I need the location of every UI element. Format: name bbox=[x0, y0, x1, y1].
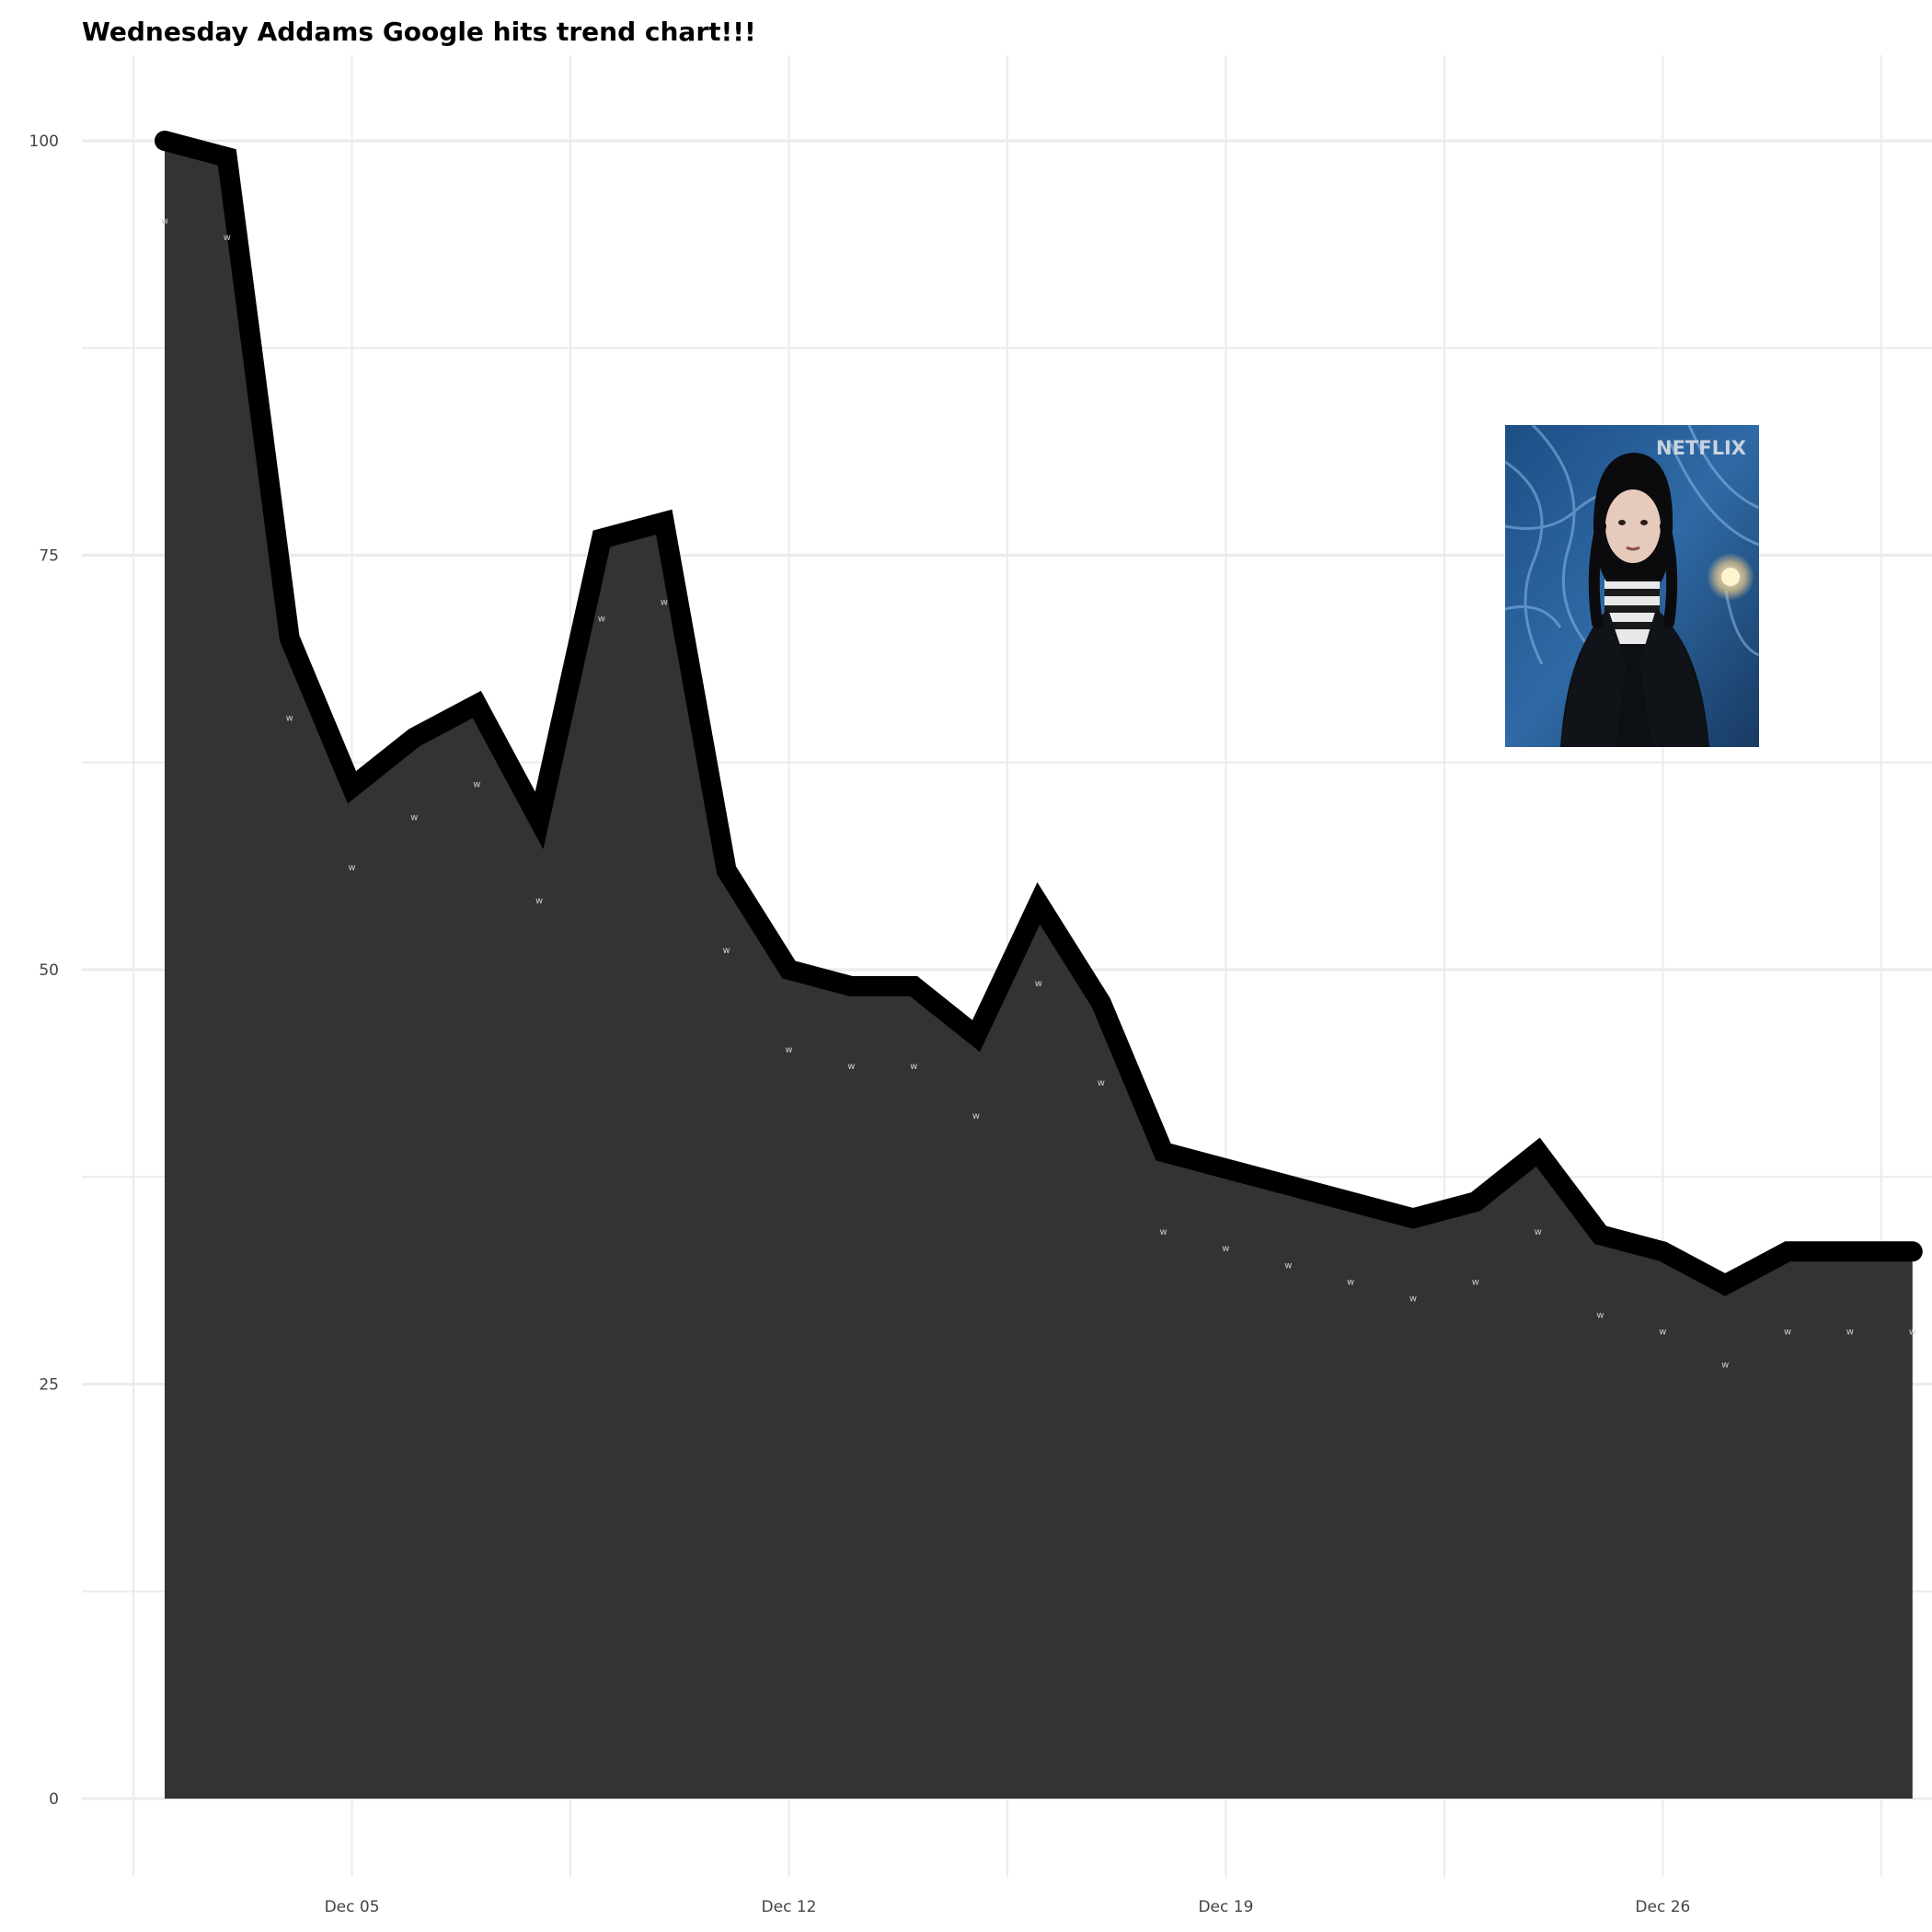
point-label: w bbox=[785, 1045, 792, 1055]
point-label: w bbox=[1035, 979, 1042, 989]
y-tick-label: 100 bbox=[29, 132, 59, 151]
point-label: w bbox=[910, 1062, 917, 1072]
point-label: w bbox=[1160, 1227, 1167, 1237]
point-label: w bbox=[535, 896, 543, 906]
netflix-logo: NETFLIX bbox=[1656, 437, 1746, 459]
point-label: w bbox=[1721, 1360, 1729, 1370]
point-label: w bbox=[1784, 1327, 1791, 1337]
x-tick-label: Dec 26 bbox=[1635, 1898, 1690, 1916]
point-label: w bbox=[598, 615, 605, 625]
y-tick-label: 75 bbox=[39, 547, 59, 566]
series-line bbox=[155, 131, 1923, 1296]
point-label: w bbox=[161, 216, 168, 226]
point-label: w bbox=[1659, 1327, 1666, 1337]
point-label: w bbox=[473, 780, 480, 790]
x-tick-label: Dec 12 bbox=[762, 1898, 817, 1916]
y-tick-label: 25 bbox=[39, 1376, 59, 1395]
y-tick-label: 0 bbox=[49, 1790, 59, 1809]
point-label: w bbox=[1596, 1310, 1604, 1320]
point-label: w bbox=[1409, 1294, 1417, 1304]
chart-title: Wednesday Addams Google hits trend chart… bbox=[82, 17, 756, 47]
point-label: w bbox=[1846, 1327, 1854, 1337]
point-label: w bbox=[1284, 1260, 1292, 1271]
point-label: w bbox=[1535, 1227, 1542, 1237]
point-label: w bbox=[723, 946, 730, 956]
point-label: w bbox=[224, 233, 231, 243]
x-tick-label: Dec 19 bbox=[1198, 1898, 1253, 1916]
point-label: w bbox=[847, 1062, 855, 1072]
point-label: w bbox=[286, 714, 293, 724]
point-label-layer: w w w w w w w w w w w w w w w w w w w w w w w w w w w w w bbox=[161, 216, 1916, 1370]
y-tick-label: 50 bbox=[39, 961, 59, 980]
point-label: w bbox=[661, 598, 668, 608]
point-label: w bbox=[1472, 1277, 1479, 1287]
point-label: w bbox=[1909, 1327, 1916, 1337]
point-label: w bbox=[1347, 1277, 1354, 1287]
area-layer bbox=[155, 131, 1923, 1799]
point-label: w bbox=[1098, 1078, 1105, 1088]
point-label: w bbox=[972, 1111, 980, 1121]
x-tick-label: Dec 05 bbox=[325, 1898, 380, 1916]
axis-layer: 0 25 50 75 100 Dec 05 Dec 12 Dec 19 Dec 26 bbox=[29, 132, 1691, 1916]
point-label: w bbox=[410, 813, 418, 823]
wednesday-photo: NETFLIX bbox=[1504, 423, 1760, 747]
point-label: w bbox=[1222, 1244, 1229, 1254]
point-label: w bbox=[348, 863, 355, 873]
